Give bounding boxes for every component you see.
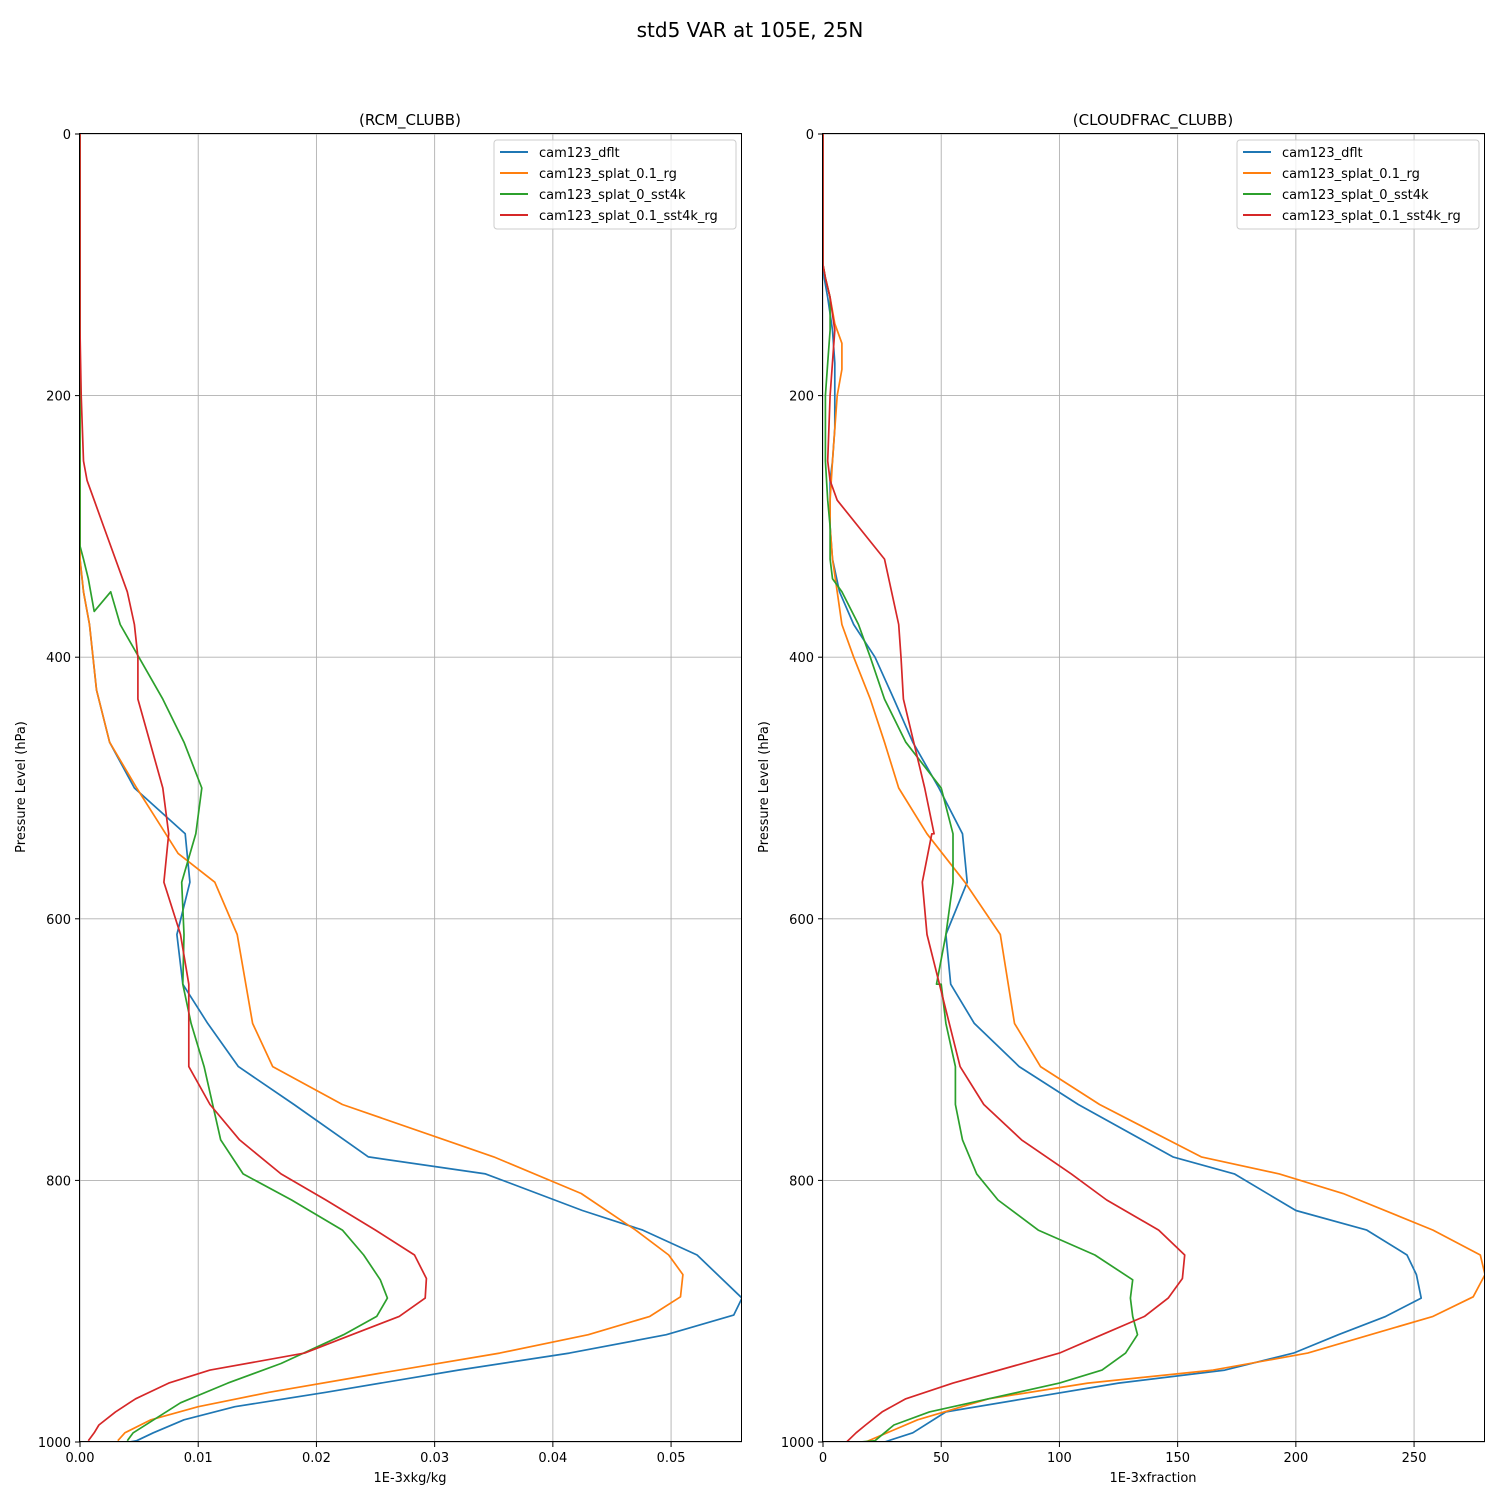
series-lines <box>823 134 1485 1442</box>
series-line-cam123-splat-0-1-rg <box>823 134 1485 1442</box>
panel-title: (CLOUDFRAC_CLUBB) <box>1073 111 1233 130</box>
x-tick-label: 0.05 <box>657 1451 686 1466</box>
x-tick-label: 200 <box>1283 1451 1308 1466</box>
series-line-cam123-splat-0-1-sst4k-rg <box>80 134 428 1442</box>
y-tick-label: 1000 <box>781 1436 814 1451</box>
legend: cam123_dflt cam123_splat_0.1_rg cam123_spl… <box>493 139 737 230</box>
series-lines <box>80 134 742 1442</box>
legend-label: cam123_splat_0_sst4k <box>539 188 686 203</box>
y-tick-label: 0 <box>806 128 814 143</box>
series-line-cam123-splat-0-1-rg <box>80 134 684 1442</box>
y-tick-label: 200 <box>46 390 71 405</box>
legend-label: cam123_splat_0_sst4k <box>1282 188 1429 203</box>
y-tick-label: 600 <box>46 913 71 928</box>
y-tick-label: 600 <box>789 913 814 928</box>
legend: cam123_dflt cam123_splat_0.1_rg cam123_spl… <box>1236 139 1480 230</box>
y-tick-label: 800 <box>46 1174 71 1189</box>
axes-frame <box>822 133 1485 1442</box>
x-tick-label: 0.02 <box>302 1451 331 1466</box>
legend-label: cam123_splat_0.1_rg <box>539 167 677 182</box>
panel-title: (RCM_CLUBB) <box>359 111 461 130</box>
series-line-cam123-splat-0-sst4k <box>80 134 389 1442</box>
legend-label: cam123_dflt <box>539 146 620 161</box>
legend-label: cam123_splat_0.1_sst4k_rg <box>539 209 718 224</box>
legend-box <box>1236 139 1480 230</box>
x-tick-label: 50 <box>933 1451 950 1466</box>
x-tick-label: 0 <box>819 1451 827 1466</box>
x-tick-label: 0.04 <box>538 1451 567 1466</box>
figure-title: std5 VAR at 105E, 25N <box>637 18 864 42</box>
axes-frame <box>79 133 742 1442</box>
y-tick-label: 0 <box>63 128 71 143</box>
x-tick-label: 0.01 <box>184 1451 213 1466</box>
y-axis-label: Pressure Level (hPa) <box>14 721 29 853</box>
y-tick-label: 400 <box>46 651 71 666</box>
panel-cloudfrac-clubb: (CLOUDFRAC_CLUBB) 0 50 100 150 200 250 0 200 400… <box>757 111 1485 1486</box>
y-tick-label: 400 <box>789 651 814 666</box>
legend-label: cam123_dflt <box>1282 146 1363 161</box>
y-tick-label: 1000 <box>38 1436 71 1451</box>
series-line-cam123-splat-0-1-sst4k-rg <box>823 134 1186 1442</box>
series-line-cam123-dflt <box>823 134 1423 1442</box>
y-tick-label: 800 <box>789 1174 814 1189</box>
y-tick-label: 200 <box>789 390 814 405</box>
x-tick-label: 0.00 <box>66 1451 95 1466</box>
legend-label: cam123_splat_0.1_rg <box>1282 167 1420 182</box>
tick-labels: 0.00 0.01 0.02 0.03 0.04 0.05 0 200 400 600 800 100… <box>38 128 686 1466</box>
x-axis-label: 1E-3xkg/kg <box>373 1471 446 1486</box>
series-line-cam123-splat-0-sst4k <box>823 134 1139 1442</box>
x-tick-label: 150 <box>1165 1451 1190 1466</box>
y-axis-label: Pressure Level (hPa) <box>757 721 772 853</box>
x-tick-label: 100 <box>1047 1451 1072 1466</box>
x-tick-label: 0.03 <box>420 1451 449 1466</box>
tick-labels: 0 50 100 150 200 250 0 200 400 600 800 1000 <box>781 128 1427 1466</box>
x-tick-label: 250 <box>1402 1451 1427 1466</box>
panel-rcm-clubb: (RCM_CLUBB) 0.00 0.01 0.02 0.03 0.04 0.05 0 200… <box>14 111 742 1486</box>
legend-box <box>493 139 737 230</box>
legend-label: cam123_splat_0.1_sst4k_rg <box>1282 209 1461 224</box>
x-axis-label: 1E-3xfraction <box>1109 1471 1196 1486</box>
